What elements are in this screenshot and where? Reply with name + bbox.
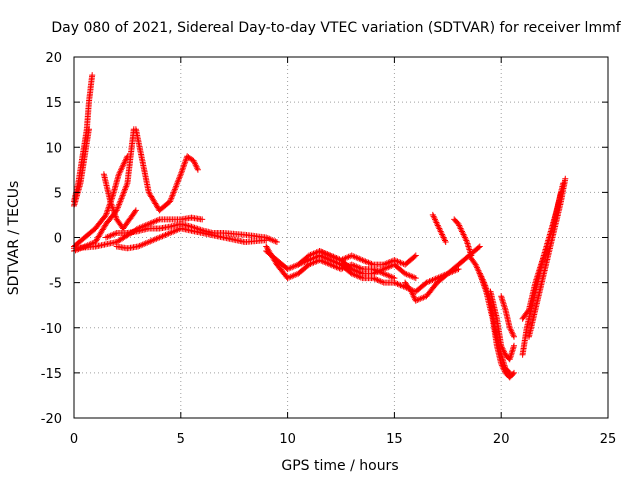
y-tick-label: 15: [45, 96, 62, 111]
series-markers: [451, 216, 475, 259]
series-arc-1: [71, 72, 96, 205]
series-markers: [100, 171, 139, 232]
series-arc-16: [451, 216, 475, 259]
y-tick-label: -15: [41, 367, 62, 382]
series-arc-23: [519, 189, 564, 322]
x-tick-label: 0: [70, 432, 78, 447]
x-tick-label: 5: [177, 432, 185, 447]
x-axis-label: GPS time / hours: [281, 458, 398, 474]
y-tick-label: 20: [45, 51, 62, 66]
series-arc-13: [316, 248, 419, 282]
series-arc-5: [100, 171, 139, 232]
series-markers: [487, 288, 517, 363]
series-markers: [132, 126, 201, 214]
series-arc-19: [487, 288, 517, 363]
y-tick-label: -5: [49, 277, 62, 292]
y-axis-label: SDTVAR / TECUs: [6, 181, 22, 296]
series-arc-20: [498, 293, 517, 340]
series-markers: [429, 211, 449, 245]
data-layer: [71, 72, 569, 381]
series-markers: [519, 189, 564, 322]
series-markers: [476, 270, 517, 381]
chart-title: Day 080 of 2021, Sidereal Day-to-day VTE…: [51, 20, 621, 36]
y-tick-label: 10: [45, 141, 62, 156]
series-arc-6: [132, 126, 201, 214]
grid: [74, 57, 608, 418]
y-tick-label: 5: [54, 186, 62, 201]
series-markers: [71, 72, 96, 205]
series-markers: [295, 252, 462, 295]
x-tick-label: 25: [600, 432, 617, 447]
series-markers: [498, 293, 517, 340]
series-arc-18: [476, 270, 517, 381]
series-markers: [113, 225, 270, 252]
y-tick-label: -10: [41, 322, 62, 337]
y-tick-label: 0: [54, 232, 62, 247]
series-arc-15: [429, 211, 449, 245]
series-arc-12: [295, 252, 462, 295]
y-tick-label: -20: [41, 412, 62, 427]
x-tick-label: 10: [279, 432, 296, 447]
axis-ticks: 0 5 10 15 20 25 -20 -15 -10 -5 0 5 10 15 20: [41, 51, 617, 447]
x-tick-label: 15: [386, 432, 403, 447]
x-tick-label: 20: [493, 432, 510, 447]
series-arc-9: [113, 225, 270, 252]
series-markers: [316, 248, 419, 282]
